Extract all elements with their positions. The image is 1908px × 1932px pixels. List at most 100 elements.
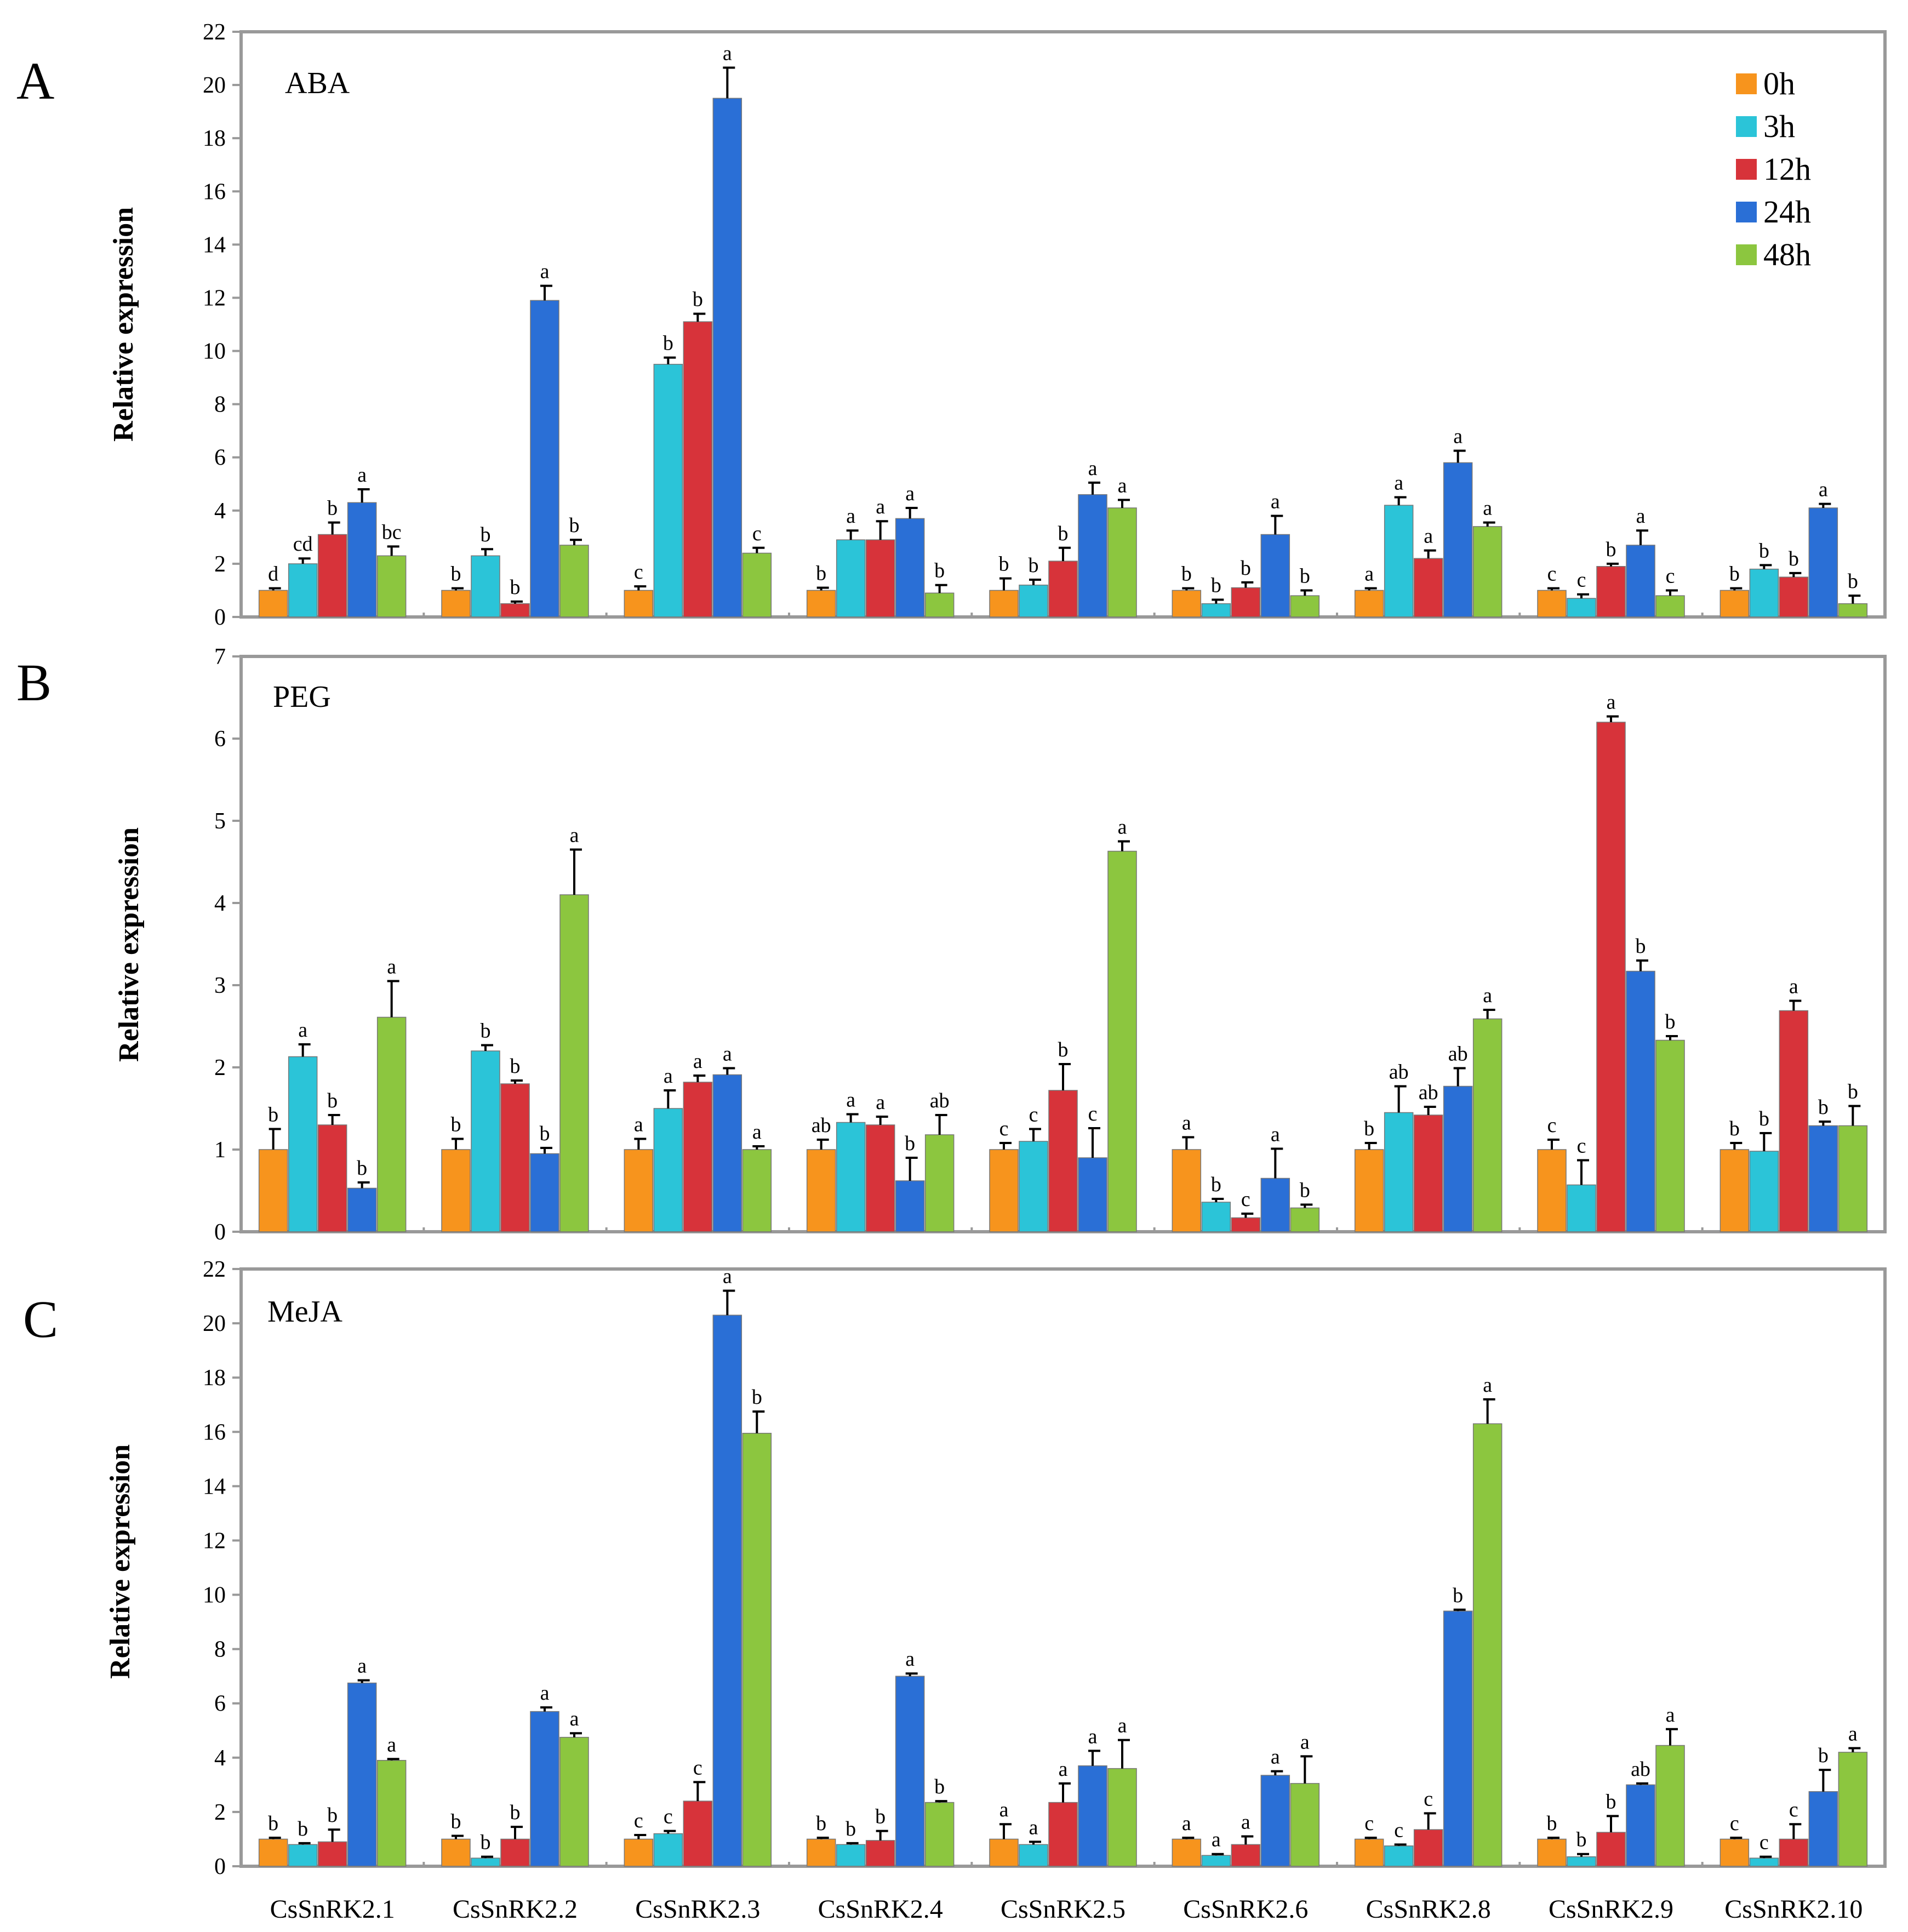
panel-a-sig-letter: b bbox=[663, 332, 673, 355]
panel-a-sig-letter: a bbox=[876, 495, 885, 518]
panel-c-sig-letter: a bbox=[1088, 1725, 1098, 1748]
panel-c-sig-letter: a bbox=[1300, 1730, 1310, 1753]
panel-b-bar bbox=[1808, 1125, 1838, 1232]
panel-a-sig-letter: b bbox=[1789, 547, 1799, 570]
panel-c-sig-letter: b bbox=[481, 1831, 491, 1854]
panel-b-ytick-label: 5 bbox=[214, 809, 226, 834]
panel-a-sig-letter: b bbox=[1300, 564, 1310, 587]
legend-label-3h: 3h bbox=[1763, 108, 1795, 144]
panel-b-bar bbox=[1172, 1149, 1202, 1232]
panel-c-sig-letter: c bbox=[664, 1805, 673, 1828]
panel-b-ytick-label: 1 bbox=[214, 1138, 226, 1163]
panel-b-bar bbox=[1290, 1207, 1320, 1232]
panel-b-bar bbox=[500, 1083, 530, 1232]
panel-c-bar bbox=[836, 1844, 866, 1867]
panel-c-sig-letter: c bbox=[1760, 1831, 1769, 1854]
panel-a-bar bbox=[1443, 462, 1473, 618]
panel-b-bar bbox=[559, 894, 589, 1232]
panel-a-sig-letter: a bbox=[905, 482, 915, 505]
panel-c-sig-letter: a bbox=[905, 1648, 915, 1671]
panel-b-bar bbox=[1720, 1149, 1750, 1232]
legend-swatch-12h bbox=[1736, 159, 1757, 180]
panel-a-bar bbox=[653, 364, 683, 618]
panel-a-sig-letter: bc bbox=[382, 521, 402, 544]
panel-c-bar bbox=[1838, 1752, 1868, 1867]
panel-b-bar bbox=[1749, 1151, 1779, 1232]
panel-a-bar bbox=[989, 590, 1019, 618]
panel-a-bar bbox=[376, 555, 407, 618]
panel-a-sig-letter: b bbox=[1058, 522, 1069, 545]
panel-b-bar bbox=[1384, 1112, 1414, 1232]
panel-a-bar bbox=[865, 539, 895, 618]
panel-b-bar bbox=[1537, 1149, 1567, 1232]
panel-b-bar bbox=[712, 1074, 742, 1232]
panel-a-bar bbox=[1231, 587, 1261, 618]
panel-b-bar bbox=[1078, 1157, 1107, 1232]
panel-a-sig-letter: b bbox=[1241, 557, 1251, 580]
panel-b-bar bbox=[471, 1050, 500, 1232]
panel-c-sig-letter: a bbox=[1118, 1714, 1127, 1737]
panel-c-sig-letter: a bbox=[387, 1733, 396, 1756]
panel-b-bar bbox=[683, 1082, 713, 1232]
panel-a-bar bbox=[712, 98, 742, 618]
panel-b-bar bbox=[1048, 1090, 1078, 1232]
panel-c-ylabel: Relative expression bbox=[105, 1444, 136, 1679]
panel-b-bar bbox=[1567, 1184, 1596, 1232]
panel-c-sig-letter: a bbox=[570, 1707, 579, 1730]
panel-b-bar bbox=[347, 1187, 377, 1232]
panel-b-bar bbox=[895, 1180, 925, 1232]
panel-c-sig-letter: b bbox=[298, 1817, 308, 1840]
panel-c-sig-letter: a bbox=[1029, 1816, 1038, 1839]
panel-c-bar bbox=[1443, 1610, 1473, 1867]
panel-c-sig-letter: a bbox=[1483, 1374, 1492, 1397]
panel-c-bar bbox=[1384, 1845, 1414, 1867]
panel-a-ytick-label: 20 bbox=[203, 73, 226, 98]
panel-c-ytick-label: 2 bbox=[214, 1800, 226, 1825]
panel-b-bar bbox=[1443, 1085, 1473, 1232]
panel-c-bar bbox=[1107, 1768, 1137, 1867]
panel-a-bar bbox=[317, 534, 347, 618]
panel-a-bar bbox=[471, 555, 500, 618]
panel-a-sig-letter: b bbox=[934, 559, 945, 582]
panel-b-sig-letter: b bbox=[510, 1055, 521, 1078]
panel-c-sig-letter: c bbox=[1424, 1787, 1433, 1810]
panel-a-sig-letter: b bbox=[816, 562, 826, 585]
panel-c-ytick-label: 20 bbox=[203, 1311, 226, 1336]
panel-b-sig-letter: ab bbox=[812, 1114, 831, 1137]
x-category-label: CsSnRK2.2 bbox=[453, 1895, 578, 1924]
panel-a-sig-letter: b bbox=[1729, 563, 1740, 586]
panel-c-bar bbox=[1655, 1745, 1685, 1867]
panel-a-bar bbox=[1048, 561, 1078, 618]
panel-c-bar bbox=[1808, 1791, 1838, 1867]
x-category-label: CsSnRK2.1 bbox=[270, 1895, 395, 1924]
panel-c-sig-letter: a bbox=[1848, 1722, 1858, 1745]
panel-c-sig-letter: a bbox=[1212, 1828, 1221, 1851]
panel-b-sig-letter: a bbox=[387, 956, 396, 979]
panel-a-bar bbox=[1838, 603, 1868, 618]
panel-a-bar bbox=[1779, 576, 1809, 618]
panel-c-bar bbox=[1413, 1829, 1443, 1867]
panel-a-bar bbox=[1354, 590, 1384, 618]
panel-a-sig-letter: c bbox=[1547, 563, 1557, 586]
panel-c-bar bbox=[258, 1838, 288, 1867]
panel-a-bar bbox=[1413, 558, 1443, 618]
panel-c-sig-letter: a bbox=[999, 1798, 1009, 1821]
panel-c-sig-letter: b bbox=[451, 1810, 461, 1833]
panel-c-sig-letter: a bbox=[1182, 1812, 1191, 1835]
panel-b-sig-letter: b bbox=[540, 1122, 550, 1145]
panel-c-bar bbox=[1172, 1838, 1202, 1867]
legend-swatch-24h bbox=[1736, 202, 1757, 222]
panel-b-bar bbox=[1260, 1178, 1290, 1232]
panel-a-sig-letter: b bbox=[481, 523, 491, 546]
panel-a-bar bbox=[683, 321, 713, 618]
panel-c-bar bbox=[1354, 1838, 1384, 1867]
panel-c-label: C bbox=[23, 1290, 58, 1348]
legend-swatch-0h bbox=[1736, 73, 1757, 94]
legend-label-0h: 0h bbox=[1763, 66, 1795, 101]
panel-a-ytick-label: 12 bbox=[203, 285, 226, 311]
panel-a-sig-letter: a bbox=[540, 260, 550, 283]
panel-a-sig-letter: a bbox=[1424, 525, 1433, 548]
panel-b-sig-letter: a bbox=[1483, 984, 1492, 1007]
panel-b-bar bbox=[1019, 1141, 1048, 1232]
panel-b-bar bbox=[836, 1122, 866, 1232]
